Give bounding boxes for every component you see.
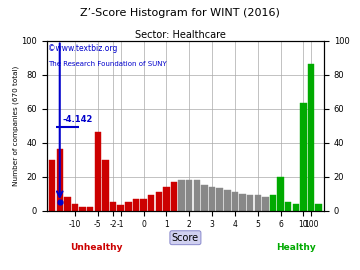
Bar	[201, 185, 208, 211]
Text: Z’-Score Histogram for WINT (2016): Z’-Score Histogram for WINT (2016)	[80, 8, 280, 18]
Text: ©www.textbiz.org: ©www.textbiz.org	[48, 44, 118, 53]
Text: Score: Score	[172, 233, 199, 243]
Bar	[293, 204, 299, 211]
Bar	[232, 192, 238, 211]
Text: Unhealthy: Unhealthy	[71, 243, 123, 252]
Bar	[171, 182, 177, 211]
Bar	[255, 195, 261, 211]
Bar	[178, 180, 185, 211]
Text: -4.142: -4.142	[62, 115, 93, 124]
Bar	[79, 207, 86, 211]
Bar	[315, 204, 322, 211]
Bar	[186, 180, 193, 211]
Bar	[57, 149, 63, 211]
Bar	[87, 207, 94, 211]
Text: Sector: Healthcare: Sector: Healthcare	[135, 30, 225, 40]
Bar	[102, 160, 109, 211]
Y-axis label: Number of companies (670 total): Number of companies (670 total)	[12, 65, 19, 186]
Bar	[300, 103, 307, 211]
Bar	[148, 195, 154, 211]
Bar	[239, 194, 246, 211]
Bar	[117, 205, 124, 211]
Bar	[49, 160, 55, 211]
Bar	[209, 187, 215, 211]
Bar	[247, 195, 253, 211]
Bar	[72, 204, 78, 211]
Bar	[110, 202, 116, 211]
Bar	[262, 197, 269, 211]
Bar	[270, 195, 276, 211]
Bar	[277, 177, 284, 211]
Text: Healthy: Healthy	[276, 243, 316, 252]
Bar	[156, 192, 162, 211]
Bar	[140, 199, 147, 211]
Bar	[95, 132, 101, 211]
Bar	[285, 202, 292, 211]
Bar	[163, 187, 170, 211]
Text: The Research Foundation of SUNY: The Research Foundation of SUNY	[48, 61, 167, 67]
Bar	[216, 188, 223, 211]
Bar	[133, 199, 139, 211]
Bar	[308, 64, 314, 211]
Bar	[194, 180, 200, 211]
Bar	[224, 190, 230, 211]
Bar	[125, 202, 131, 211]
Bar	[64, 197, 71, 211]
